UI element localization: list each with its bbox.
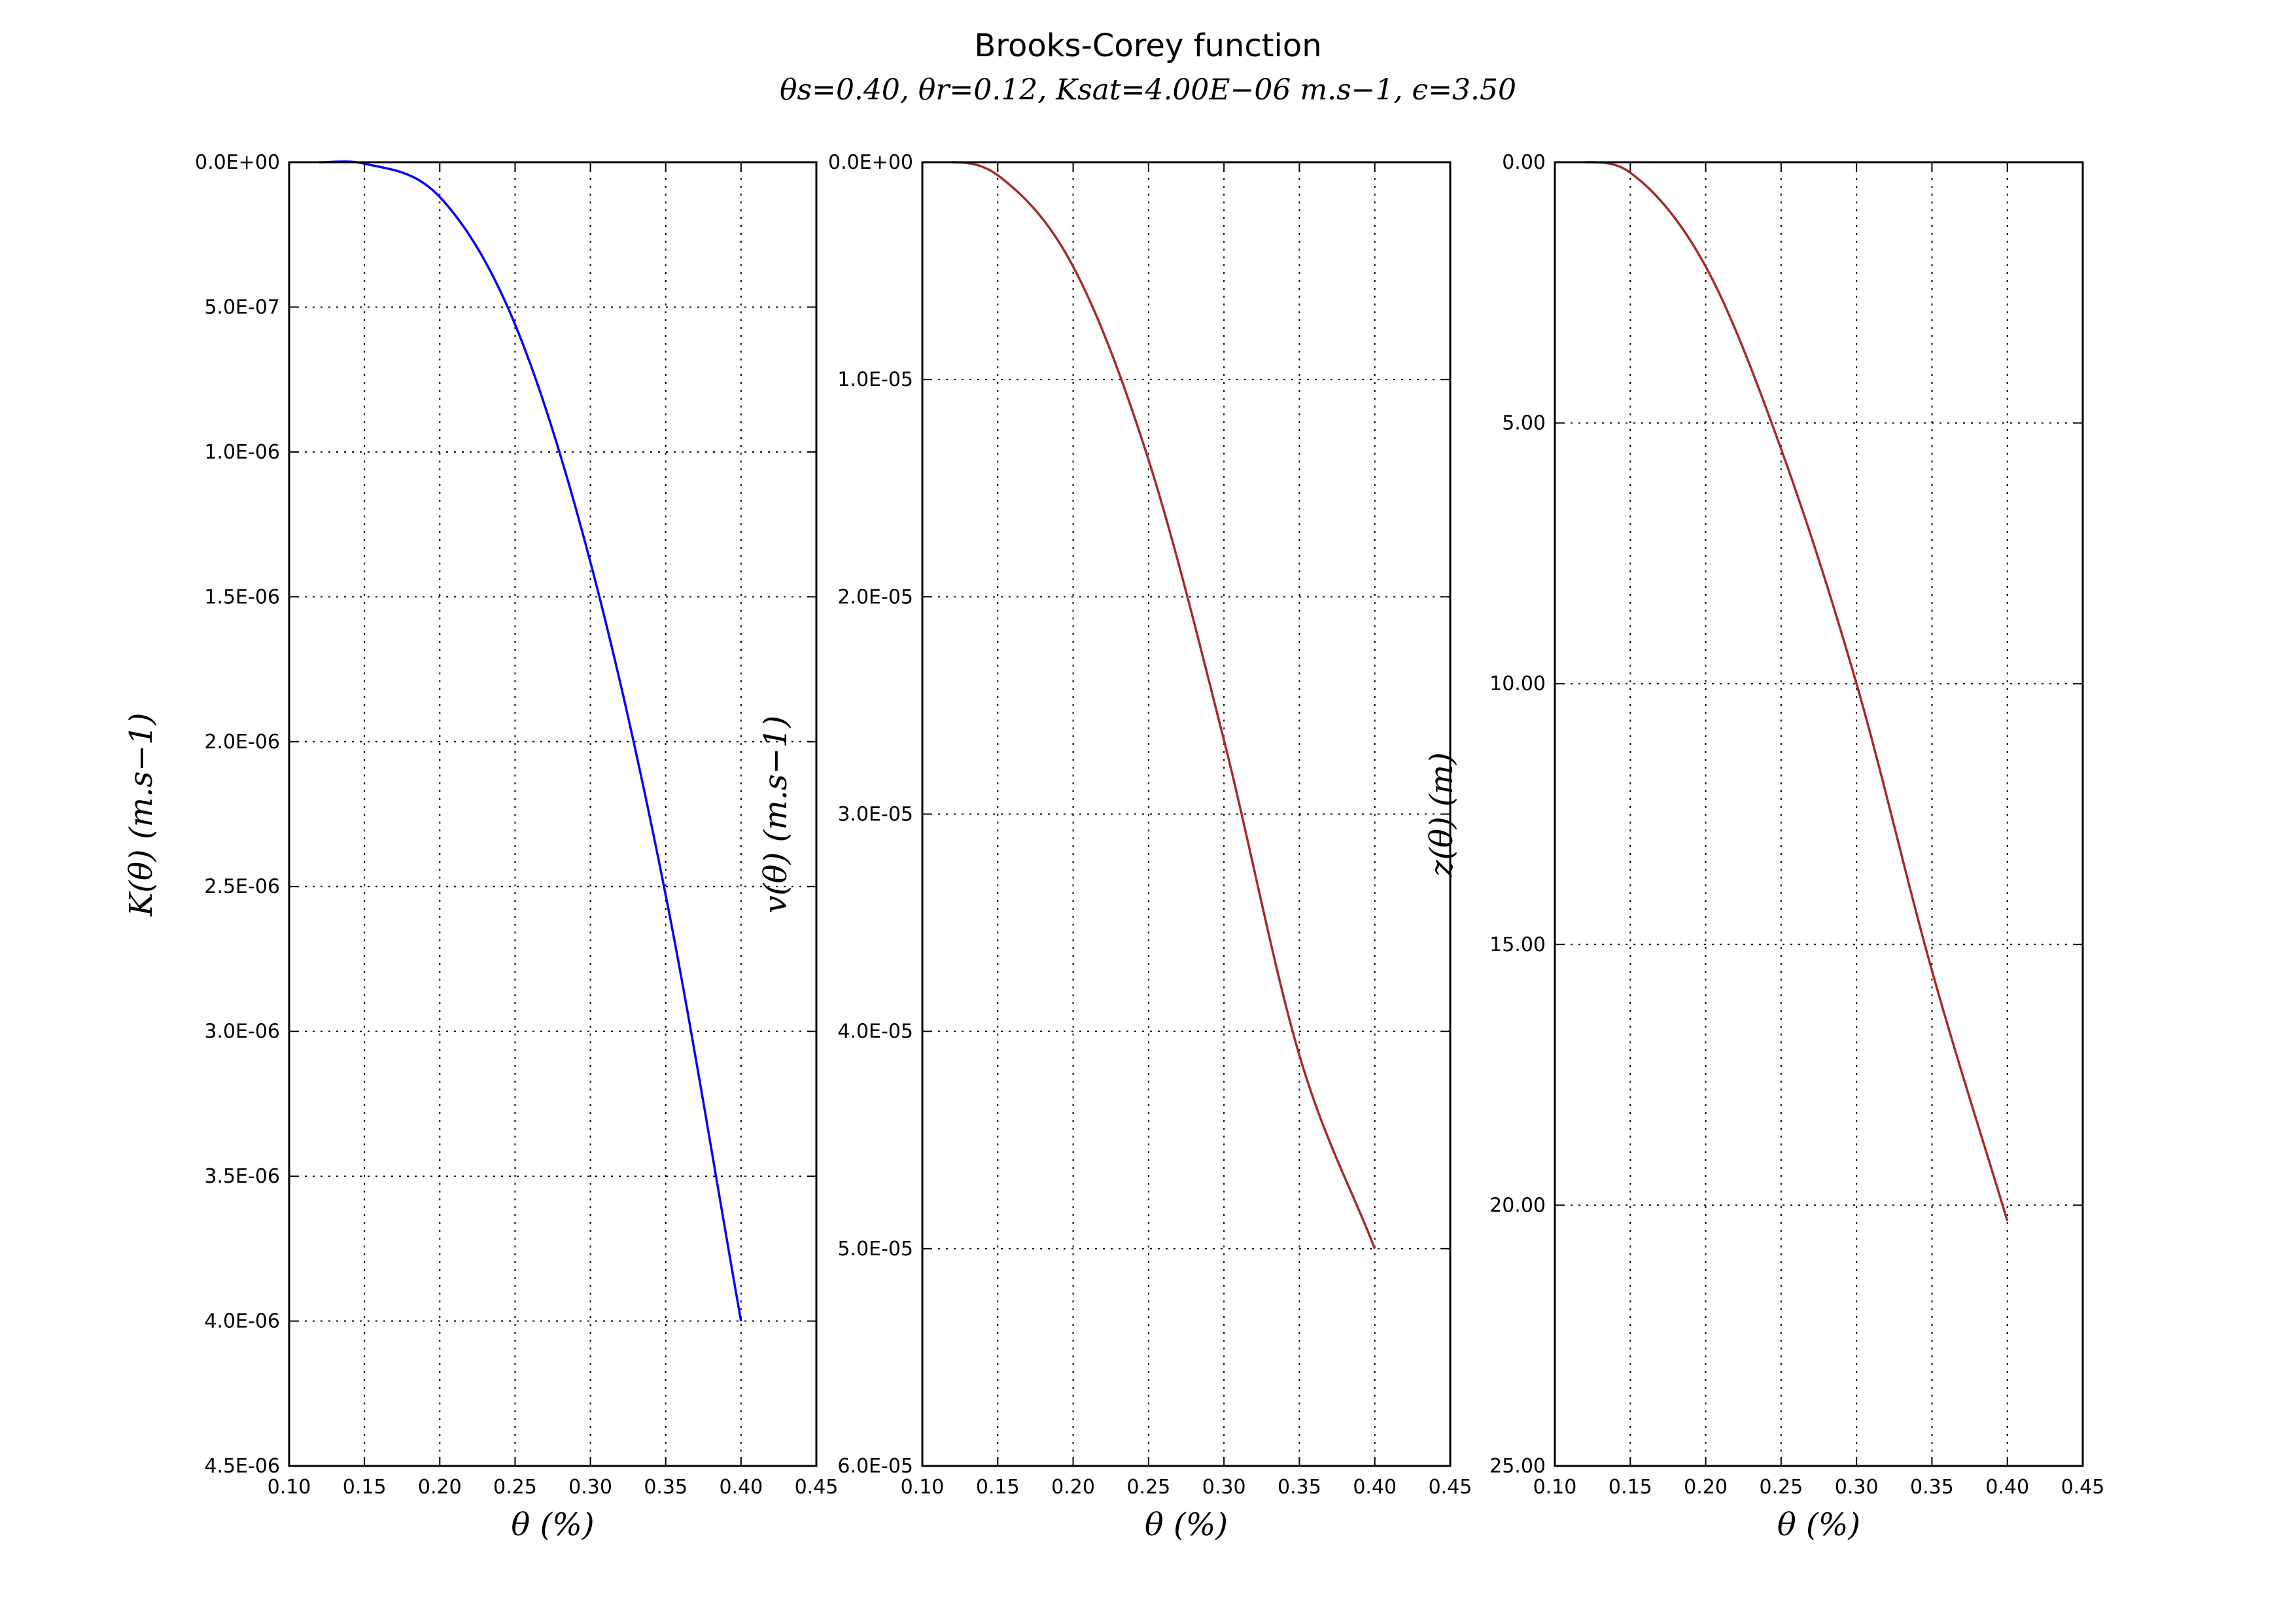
y-axis-label: v(θ) (m.s−1) [757, 716, 794, 913]
x-axis-label: θ (%) [511, 1507, 594, 1543]
y-tick-label: 4.5E-06 [204, 1455, 280, 1478]
y-tick-label: 5.0E-05 [837, 1238, 913, 1261]
y-tick-label: 3.5E-06 [204, 1165, 280, 1188]
x-tick-label: 0.35 [1278, 1476, 1321, 1499]
x-tick-label: 0.25 [493, 1476, 537, 1499]
x-tick-label: 0.20 [1684, 1476, 1728, 1499]
x-axis-label: θ (%) [1145, 1507, 1228, 1543]
subplots: 0.10 0.15 0.20 0.25 0.30 0.35 0.40 0.45 0.0E+00 5… [123, 151, 2104, 1543]
y-tick-label: 15.00 [1489, 933, 1546, 956]
x-tick-label: 0.45 [1429, 1476, 1472, 1499]
x-tick-label: 0.30 [1835, 1476, 1879, 1499]
x-tick-label: 0.45 [795, 1476, 839, 1499]
x-tick-label: 0.10 [268, 1476, 311, 1499]
y-tick-label: 2.5E-06 [204, 875, 280, 898]
subplot-1: 0.10 0.15 0.20 0.25 0.30 0.35 0.40 0.45 0.0E+00 5… [123, 151, 838, 1543]
x-tick-label: 0.20 [1051, 1476, 1095, 1499]
series-line-1 [1585, 161, 2009, 1221]
subplot-2: 0.10 0.15 0.20 0.25 0.30 0.35 0.40 0.45 0.0E+00 1… [757, 151, 1472, 1543]
plot-frame [1554, 161, 2084, 1467]
x-tick-label: 0.35 [644, 1476, 687, 1499]
y-tick-label: 5.0E-07 [204, 296, 280, 319]
y-axis-label: z(θ) (m) [1423, 752, 1460, 877]
y-tick-label: 1.5E-06 [204, 585, 280, 608]
y-tick-label: 1.0E-06 [204, 441, 280, 464]
x-tick-label: 0.10 [901, 1476, 945, 1499]
x-tick-label: 0.10 [1533, 1476, 1577, 1499]
y-tick-label: 4.0E-06 [204, 1310, 280, 1333]
x-tick-label: 0.15 [1609, 1476, 1652, 1499]
figure-title: Brooks-Corey function [974, 27, 1321, 64]
x-tick-label: 0.35 [1910, 1476, 1954, 1499]
y-tick-label: 4.0E-05 [837, 1020, 913, 1043]
x-tick-label: 0.45 [2061, 1476, 2105, 1499]
plot-frame [921, 161, 1452, 1467]
y-tick-label: 0.0E+00 [828, 151, 913, 174]
y-axis-label: K(θ) (m.s−1) [123, 712, 160, 916]
series-line-1 [952, 161, 1376, 1249]
y-tick-label: 5.00 [1502, 412, 1546, 435]
subplot-3: 0.10 0.15 0.20 0.25 0.30 0.35 0.40 0.45 0.00 5.00… [1423, 151, 2104, 1543]
y-tick-label: 0.0E+00 [195, 151, 280, 174]
y-tick-label: 6.0E-05 [837, 1455, 913, 1478]
x-tick-label: 0.30 [1202, 1476, 1246, 1499]
x-tick-label: 0.25 [1759, 1476, 1803, 1499]
y-tick-label: 20.00 [1489, 1194, 1546, 1217]
x-tick-label: 0.40 [719, 1476, 763, 1499]
plot-frame [288, 161, 818, 1467]
x-tick-label: 0.30 [568, 1476, 612, 1499]
x-tick-label: 0.40 [1353, 1476, 1397, 1499]
y-tick-label: 0.00 [1502, 151, 1546, 174]
x-tick-label: 0.15 [976, 1476, 1020, 1499]
y-tick-label: 3.0E-05 [837, 803, 913, 826]
y-tick-label: 3.0E-06 [204, 1020, 280, 1043]
series-line-1 [319, 160, 742, 1321]
x-tick-label: 0.25 [1126, 1476, 1170, 1499]
x-tick-label: 0.40 [1985, 1476, 2029, 1499]
x-axis-label: θ (%) [1777, 1507, 1860, 1543]
x-tick-label: 0.20 [418, 1476, 462, 1499]
x-tick-label: 0.15 [343, 1476, 387, 1499]
y-tick-label: 10.00 [1489, 672, 1546, 695]
y-tick-label: 2.0E-05 [837, 585, 913, 608]
figure-subtitle: θs=0.40, θr=0.12, Ksat=4.00E−06 m.s−1, ϵ… [780, 73, 1516, 107]
y-tick-label: 1.0E-05 [837, 368, 913, 391]
y-tick-label: 2.0E-06 [204, 731, 280, 754]
y-tick-label: 25.00 [1489, 1455, 1546, 1478]
